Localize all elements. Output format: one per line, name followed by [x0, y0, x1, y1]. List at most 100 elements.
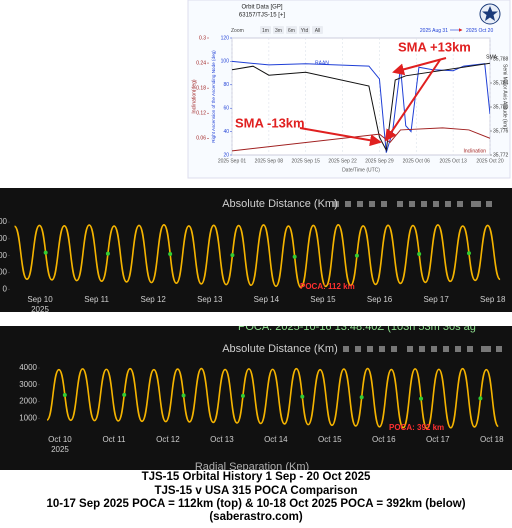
x-tick-label: Sep 16	[367, 295, 393, 304]
plot-group: POCA: 2025-10-16 13:48:40Z (103h 53m 30s…	[19, 326, 504, 470]
y-tick-label: 4000	[0, 217, 8, 226]
annotation-arrows	[299, 57, 447, 147]
x-tick-label: Oct 11	[102, 435, 126, 444]
x-tick-label: Sep 12	[141, 295, 167, 304]
marker	[359, 395, 364, 400]
marker	[62, 392, 67, 397]
x-tick-label: Oct 15	[318, 435, 342, 444]
y-tick-label: 3000	[0, 234, 8, 243]
series-label: RAAN	[315, 60, 329, 66]
marker	[417, 252, 422, 256]
range-button	[260, 26, 271, 34]
y-tick-label: 20	[223, 152, 229, 158]
marker	[168, 252, 173, 256]
y-tick-label: 1000	[19, 413, 37, 422]
y2-tick-label: 35,776	[493, 128, 509, 134]
y2-tick-label: 35,780	[493, 104, 509, 110]
arrow	[299, 127, 382, 147]
plot-group: 0 1000 2000 3000 4000 Sep 10 Sep 11 Sep 12 Sep 1…	[0, 217, 506, 314]
y-tick-label: 2000	[0, 251, 8, 260]
x-tick-label: Oct 14	[264, 435, 288, 444]
date-range-start: 2025 Aug 31	[420, 28, 448, 34]
y-tick-label: 1000	[0, 268, 8, 277]
distance-panel-2	[0, 326, 512, 470]
y-tick-label: 0	[3, 284, 8, 293]
plot-area	[231, 37, 491, 156]
date-range-end: 2025 Oct 20	[466, 28, 493, 34]
chart-subtitle: 63157/TJS-15 [+]	[239, 13, 286, 19]
y-tick-label: 100	[221, 59, 230, 65]
marker	[419, 396, 424, 401]
x-tick-label: Sep 11	[84, 295, 109, 304]
marker	[181, 393, 186, 398]
caption-line: (saberastro.com)	[209, 511, 302, 523]
marker	[230, 253, 235, 258]
marker	[300, 394, 305, 399]
y-tick-label: 60	[223, 106, 229, 112]
poca-annotation: POCA: 112 km	[300, 282, 355, 291]
caption-line: TJS-15 v USA 315 POCA Comparison	[154, 485, 357, 497]
y-tick-label: 2000	[19, 397, 37, 406]
y2-axis-title: Semi Major Axis Altitude (km)	[502, 64, 508, 129]
x-year-label: 2025	[51, 445, 69, 454]
x-tick-label: Sep 15	[310, 295, 336, 304]
y3-tick-label: 0.24	[196, 60, 206, 66]
marker	[354, 253, 359, 258]
x-tick-label: Sep 18	[480, 295, 506, 304]
range-button	[273, 26, 284, 34]
x-tick-label: 2025 Sep 08	[255, 158, 284, 164]
annotation: SMA +13km	[398, 39, 471, 54]
toolbar-2	[343, 346, 502, 352]
range-button	[312, 26, 323, 34]
y-axis-title: Right Ascension of the Ascending Node (d…	[211, 50, 216, 143]
series-line	[232, 127, 490, 152]
distance-panel-1	[0, 188, 512, 312]
chart-title: Absolute Distance (Km)	[222, 198, 338, 210]
x-tick-label: 2025 Sep 22	[328, 158, 357, 164]
x-tick-label: Oct 17	[426, 435, 450, 444]
x-tick-label: Oct 10	[48, 435, 72, 444]
toolbar-1	[333, 201, 492, 207]
range-option: 6m	[288, 28, 295, 34]
x-tick-label: 2025 Oct 20	[476, 158, 503, 164]
marker	[292, 254, 297, 259]
x-tick-label: 2025 Sep 01	[218, 158, 247, 164]
chart-title: Orbit Data [GP]	[241, 5, 282, 11]
marker	[122, 392, 127, 397]
arrow	[384, 59, 441, 142]
y-tick-label: 3000	[19, 380, 37, 389]
range-option: 3m	[275, 28, 282, 34]
x-tick-label: Oct 13	[210, 435, 234, 444]
series-line	[232, 62, 490, 152]
y3-axis-title: Inclination(deg)	[191, 79, 197, 114]
y-tick-label: 40	[223, 129, 229, 135]
y3-tick-label: 0.06	[196, 136, 206, 142]
x-tick-label: Oct 12	[156, 435, 180, 444]
range-option: Ytd	[301, 28, 309, 34]
x-tick-label: 2025 Sep 15	[292, 158, 321, 164]
y2-tick-label: 35,784	[493, 80, 509, 86]
x-tick-label: Sep 10	[27, 295, 53, 304]
y-tick-label: 80	[223, 82, 229, 88]
x-tick-label: Oct 16	[372, 435, 396, 444]
marker	[240, 393, 245, 398]
range-option: All	[315, 28, 321, 34]
y2-tick-label: 35,772	[493, 152, 509, 158]
x-year-label: 2025	[31, 305, 49, 314]
marker	[478, 396, 483, 401]
y3-tick-label: 0.3	[199, 35, 206, 41]
x-tick-label: Sep 17	[423, 295, 449, 304]
charts: Orbit Data [GP] 63157/TJS-15 [+] Zoom 1m 3m 6…	[0, 5, 509, 470]
logo	[479, 3, 501, 25]
x-tick-label: 2025 Sep 29	[365, 158, 394, 164]
caption-line: TJS-15 Orbital History 1 Sep - 20 Oct 20…	[142, 471, 371, 483]
x-tick-label: 2025 Oct 13	[440, 158, 467, 164]
y2-tick-label: 35,788	[493, 56, 509, 62]
series-group	[232, 60, 490, 153]
x-axis-title: Date/Time (UTC)	[342, 167, 380, 173]
x-tick-label: Sep 14	[254, 295, 280, 304]
marker	[466, 251, 471, 256]
marker	[105, 251, 110, 256]
arrow	[392, 57, 447, 76]
